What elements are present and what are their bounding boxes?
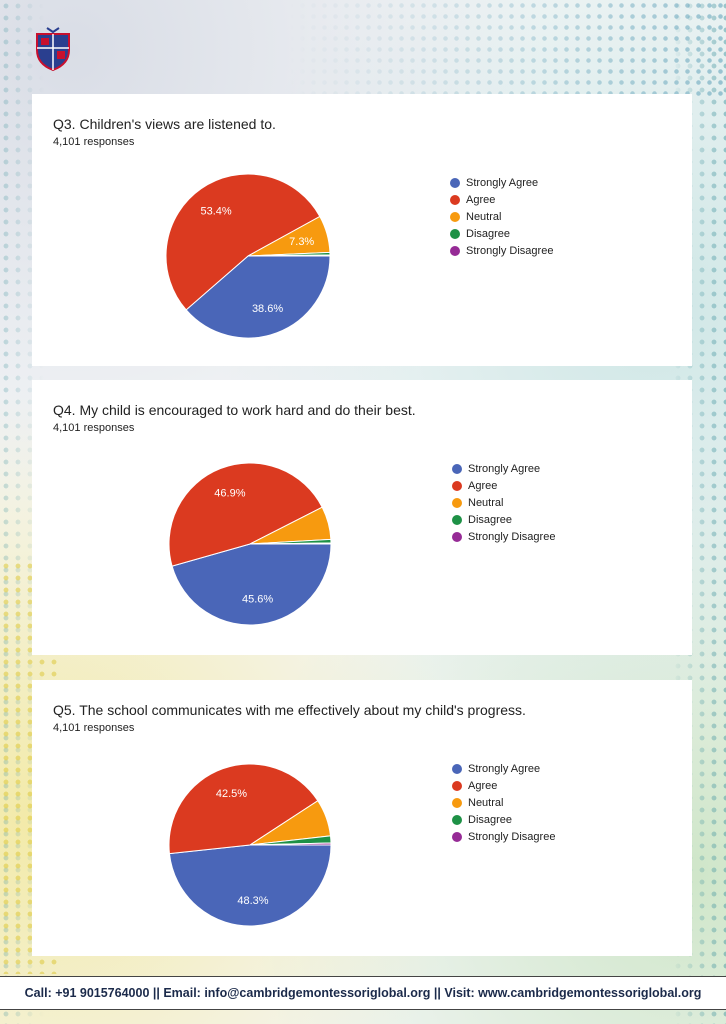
- legend-item: Disagree: [452, 511, 555, 528]
- pie-chart: 48.3% 42.5%: [168, 763, 332, 927]
- slice-percent-label: 45.6%: [242, 594, 273, 606]
- legend-item: Strongly Agree: [452, 760, 555, 777]
- school-crest-icon: [36, 27, 70, 72]
- chart-title: Q4. My child is encouraged to work hard …: [53, 402, 416, 418]
- legend-label: Strongly Disagree: [466, 244, 554, 257]
- footer-contact-text: Call: +91 9015764000 || Email: info@camb…: [24, 986, 702, 1000]
- slice-percent-label: 42.5%: [216, 788, 247, 800]
- legend-swatch: [452, 763, 462, 774]
- legend-label: Strongly Disagree: [468, 530, 556, 543]
- slice-percent-label: 38.6%: [252, 303, 283, 315]
- legend-item: Agree: [452, 777, 555, 794]
- pie-chart: 38.6% 53.4% 7.3%: [165, 173, 331, 339]
- legend-label: Strongly Agree: [466, 176, 539, 189]
- legend-item: Strongly Agree: [452, 460, 555, 477]
- chart-subtitle: 4,101 responses: [53, 422, 135, 434]
- chart-subtitle: 4,101 responses: [53, 722, 135, 734]
- legend-label: Agree: [468, 779, 498, 792]
- legend-swatch: [452, 497, 462, 508]
- legend-label: Disagree: [466, 227, 511, 240]
- legend-swatch: [450, 228, 460, 239]
- legend-label: Strongly Agree: [468, 762, 541, 775]
- strongly-agree-slice: [185, 255, 331, 339]
- legend-item: Agree: [450, 191, 553, 208]
- legend-item: Disagree: [450, 225, 553, 242]
- chart-card-q3: Q3. Children's views are listened to. 4,…: [32, 94, 692, 366]
- legend-swatch: [452, 814, 462, 825]
- chart-title: Q5. The school communicates with me effe…: [53, 702, 526, 718]
- agree-slice: [168, 462, 323, 567]
- legend-label: Disagree: [468, 513, 513, 526]
- agree-slice: [165, 173, 321, 311]
- legend-swatch: [450, 177, 460, 188]
- legend-item: Agree: [452, 477, 555, 494]
- legend-swatch: [450, 245, 460, 256]
- legend-swatch: [452, 831, 462, 842]
- legend-item: Strongly Disagree: [452, 828, 555, 845]
- legend-item: Neutral: [450, 208, 553, 225]
- chart-card-q4: Q4. My child is encouraged to work hard …: [32, 380, 692, 655]
- legend-swatch: [452, 463, 462, 474]
- legend-item: Neutral: [452, 494, 555, 511]
- strongly-agree-slice: [171, 543, 332, 626]
- legend-label: Neutral: [468, 796, 504, 809]
- legend-item: Disagree: [452, 811, 555, 828]
- dot-pattern-top-decoration: [0, 0, 726, 100]
- pie-chart: 45.6% 46.9%: [168, 462, 332, 626]
- legend-swatch: [452, 480, 462, 491]
- strongly-disagree-slice: [247, 254, 331, 257]
- legend-swatch: [452, 797, 462, 808]
- agree-slice: [168, 763, 319, 855]
- legend-label: Agree: [468, 479, 498, 492]
- chart-legend: Strongly Agree Agree Neutral Disagree Strong…: [452, 460, 555, 545]
- strongly-disagree-slice: [249, 542, 332, 545]
- legend-label: Neutral: [466, 210, 502, 223]
- legend-swatch: [450, 194, 460, 205]
- legend-item: Strongly Agree: [450, 174, 553, 191]
- slice-percent-label: 46.9%: [214, 488, 245, 500]
- strongly-agree-slice: [168, 844, 332, 927]
- slice-percent-label: 53.4%: [200, 205, 231, 217]
- chart-title: Q3. Children's views are listened to.: [53, 116, 276, 132]
- chart-legend: Strongly Agree Agree Neutral Disagree Strong…: [450, 174, 553, 259]
- legend-item: Neutral: [452, 794, 555, 811]
- chart-legend: Strongly Agree Agree Neutral Disagree Strong…: [452, 760, 555, 845]
- legend-label: Agree: [466, 193, 496, 206]
- legend-swatch: [450, 211, 460, 222]
- legend-item: Strongly Disagree: [450, 242, 553, 259]
- slice-percent-label: 48.3%: [237, 895, 268, 907]
- legend-item: Strongly Disagree: [452, 528, 555, 545]
- legend-swatch: [452, 531, 462, 542]
- legend-label: Neutral: [468, 496, 504, 509]
- strongly-disagree-slice: [249, 842, 332, 846]
- legend-swatch: [452, 780, 462, 791]
- legend-label: Strongly Agree: [468, 462, 541, 475]
- contact-footer: Call: +91 9015764000 || Email: info@camb…: [0, 976, 726, 1010]
- legend-label: Strongly Disagree: [468, 830, 556, 843]
- legend-label: Disagree: [468, 813, 513, 826]
- legend-swatch: [452, 514, 462, 525]
- slice-percent-label: 7.3%: [289, 236, 314, 248]
- chart-card-q5: Q5. The school communicates with me effe…: [32, 680, 692, 956]
- chart-subtitle: 4,101 responses: [53, 136, 135, 148]
